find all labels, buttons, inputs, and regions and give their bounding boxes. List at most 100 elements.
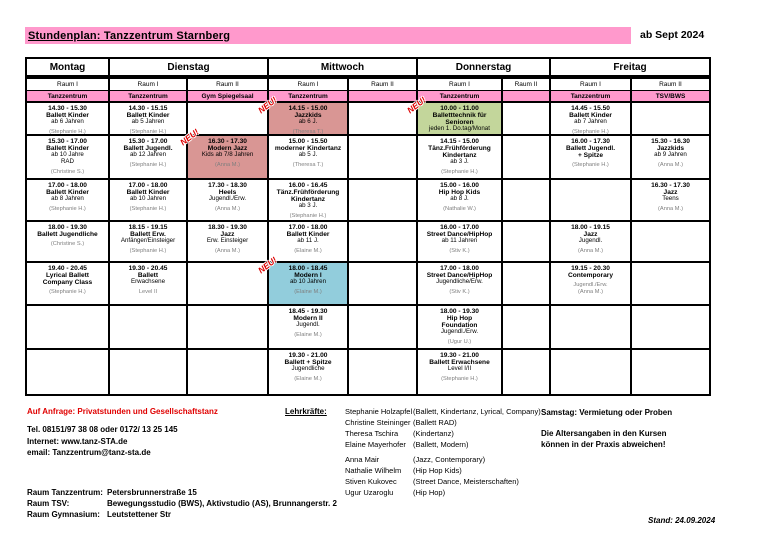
schedule-cell-c3-r0: 14.15 - 15.00 Jazzkids ab 6 J. (Theresa T.)… (256, 95, 349, 136)
contact-block: Tel. 08151/97 38 08 oder 0172/ 13 25 145… (27, 424, 178, 459)
teacher-skills: (Street Dance, Meisterschaften) (413, 477, 519, 486)
schedule-cell-c4-r3 (349, 222, 418, 263)
class-teacher: (Elaine M.) (294, 247, 322, 254)
class-title-line: Foundation (441, 322, 478, 330)
class-title-line: Ballett Kinder (126, 112, 170, 120)
schedule-cell-c2-r0 (188, 103, 269, 136)
class-info-line: ab 7 Jahren (574, 118, 607, 126)
schedule-cell-c7-r4: 19.15 - 20.30 Contemporary Jugendl./Erw. (A… (551, 263, 632, 306)
class-info-line: Erwachsene (130, 278, 166, 286)
age-disclaimer-line2: können in der Praxis abweichen! (541, 440, 666, 449)
schedule-cell-c4-r2 (349, 180, 418, 222)
schedule-cell-c2-r5 (188, 306, 269, 350)
schedule-cell-c0-r5 (27, 306, 110, 350)
schedule-table: Raum I Raum I Raum II Raum I Raum II Raum I Ra… (25, 77, 711, 396)
room-name-col7: Tanzzentrum (551, 91, 632, 103)
room-address: Petersbrunnerstraße 15 (107, 488, 197, 497)
class-title-line: Balletttechnik für (432, 112, 487, 120)
class-info-line: Jugendl./Erw. (440, 328, 479, 336)
class-title-line: Ballett Kinder (46, 112, 89, 120)
teacher-row: Anna Mair (Jazz, Contemporary) (345, 454, 541, 465)
schedule-cell-c3-r3: 17.00 - 18.00 Ballett Kinder ab 11 J. (Elai… (269, 222, 349, 263)
schedule-cell-c3-r5: 18.45 - 19.30 Modern II Jugendl. (Elaine M.… (269, 306, 349, 350)
class-info-line: Jugendl. (296, 321, 320, 329)
class-teacher: (Anna M.) (578, 247, 603, 254)
class-title-line: 17.00 - 18.00 (440, 265, 479, 272)
class-teacher: (Theresa T.) (292, 161, 324, 168)
class-entry: 17.00 - 18.00 Ballett Kinder ab 8 Jahren (S… (27, 180, 108, 220)
room-label: Raum Gymnasium: (27, 510, 100, 519)
raum-header-col1: Raum I (110, 79, 188, 91)
class-title-line: 19.30 - 21.00 (288, 352, 328, 359)
schedule-cell-c8-r4 (632, 263, 709, 306)
page-title: Stundenplan: Tanzzentrum Starnberg (28, 29, 231, 42)
class-teacher: (Elaine M.) (294, 288, 322, 295)
room-address-row: Raum Tanzzentrum: Petersbrunnerstraße 15 (27, 487, 337, 498)
class-info-line: ab 8 Jahren (51, 195, 84, 203)
class-title-line: 19.15 - 20.30 (571, 265, 610, 272)
room-name-col5: Tanzzentrum (418, 91, 503, 103)
raum-header-col2: Raum II (188, 79, 269, 91)
schedule-cell-c2-r4 (188, 263, 269, 306)
website-line: Internet: www.tanz-STA.de (27, 436, 128, 446)
class-info-line: Jugendliche/Erw. (436, 278, 483, 286)
class-title-line: 16.00 - 17.30 (571, 138, 610, 145)
schedule-cell-c3-r6: 19.30 - 21.00 Ballett + Spitze Jugendliche… (269, 350, 349, 394)
class-title-line: 19.30 - 21.00 (440, 352, 479, 359)
class-teacher: (Anna M.) (658, 205, 683, 212)
room-label: Raum Tanzzentrum: (27, 488, 103, 497)
class-title-line: 17.00 - 18.00 (128, 182, 168, 189)
class-title-line: 16.00 - 16.45 (288, 182, 328, 189)
teachers-list: Stephanie Holzapfel (Ballett, Kindertanz,… (345, 406, 541, 498)
schedule-cell-c4-r0 (349, 103, 418, 136)
class-title-line: Modern II (293, 315, 323, 323)
class-title-line: Contemporary (567, 272, 614, 280)
class-info-line: ab 12 Jahren (129, 151, 167, 159)
schedule-cell-c1-r2: 17.00 - 18.00 Ballett Kinder ab 10 Jahren (… (110, 180, 188, 222)
teacher-skills: (Kindertanz) (413, 429, 454, 438)
class-title-line: Hip Hop Kids (438, 189, 481, 197)
class-teacher: (Stephanie H.) (49, 128, 86, 134)
schedule-cell-c8-r6 (632, 350, 709, 394)
email-line: email: Tanzzentrum@tanz-sta.de (27, 448, 151, 457)
teacher-name: Theresa Tschira (345, 429, 399, 438)
class-title-line: 17.00 - 18.00 (288, 224, 328, 231)
schedule-cell-c3-r2: 16.00 - 16.45 Tänz.Frühförderung Kindertan… (269, 180, 349, 222)
class-entry: 16.30 - 17.30 Jazz Teens (Anna M.) (632, 180, 709, 220)
class-info-line: Jugendl. (578, 237, 603, 245)
teacher-skills: (Ballett RAD) (413, 418, 457, 427)
class-entry: 18.00 - 19.30 Hip Hop Foundation Jugendl./E… (418, 306, 501, 348)
class-title-line: Ballett Jugendl. (123, 145, 173, 153)
class-entry: 19.15 - 20.30 Contemporary Jugendl./Erw. (A… (551, 263, 630, 304)
class-title-line: Jazz (583, 231, 598, 239)
class-teacher: (Stephanie H.) (572, 128, 609, 134)
phone-line: Tel. 08151/97 38 08 oder 0172/ 13 25 145 (27, 425, 178, 434)
effective-date: ab Sept 2024 (640, 29, 705, 41)
class-info-line: ab 9 Jahren (654, 151, 687, 159)
schedule-cell-c8-r5 (632, 306, 709, 350)
class-teacher: (Stephanie H.) (129, 205, 167, 212)
class-title-line: 15.00 - 15.50 (288, 138, 328, 145)
teacher-row: Christine Steininger (Ballett RAD) (345, 417, 541, 428)
day-header-row: Montag Dienstag Mittwoch Donnerstag Freitag (25, 57, 711, 77)
saturday-note: Samstag: Vermietung oder Proben (541, 408, 673, 417)
class-entry: 14.30 - 15.15 Ballett Kinder ab 5 Jahren (S… (110, 103, 186, 134)
class-title-line: Company Class (42, 279, 93, 287)
class-info-line: Teens (662, 195, 679, 203)
class-title-line: 17.00 - 18.00 (48, 182, 87, 189)
schedule-cell-c4-r1 (349, 136, 418, 180)
day-header-montag: Montag (27, 59, 110, 75)
class-info-line: ab 3 J. (298, 202, 318, 210)
schedule-cell-c6-r2 (503, 180, 551, 222)
schedule-cell-c1-r3: 18.15 - 19.15 Ballett Erw. Anfänger/Einste… (110, 222, 188, 263)
class-teacher: (Anna M.) (658, 161, 683, 168)
schedule-cell-c0-r0: 14.30 - 15.30 Ballett Kinder ab 6 Jahren (S… (27, 103, 110, 136)
class-info-line: ab 10 Jahre (51, 151, 84, 159)
schedule-cell-c6-r5 (503, 306, 551, 350)
class-teacher: (Theresa T.) (292, 128, 324, 134)
teacher-skills: (Ballett, Kindertanz, Lyrical, Company) (413, 407, 541, 416)
schedule-cell-c4-r5 (349, 306, 418, 350)
class-title-line: Street Dance/HipHop (426, 272, 493, 280)
class-teacher: (Stephanie H.) (441, 375, 478, 382)
raum-header-col5: Raum I (418, 79, 503, 91)
